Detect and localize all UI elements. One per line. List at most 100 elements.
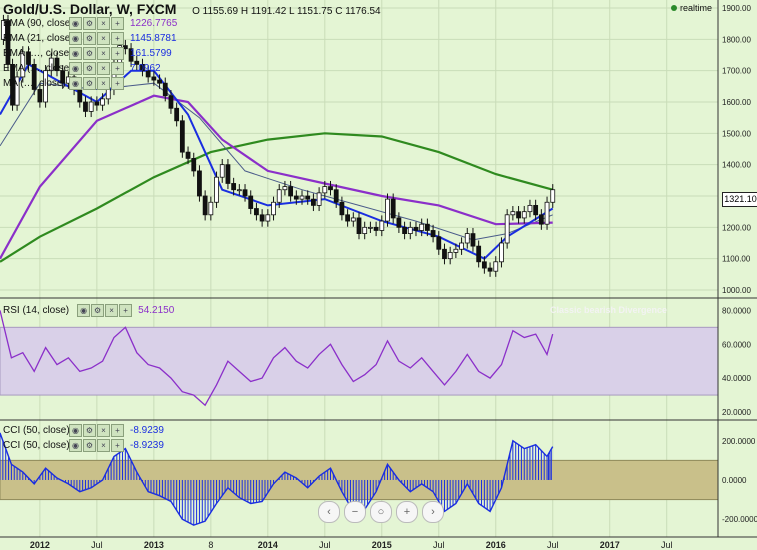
candle-body [510, 211, 516, 216]
symbol-title[interactable]: Gold/U.S. Dollar, W, FXCM [3, 1, 177, 17]
rsi-band [0, 326, 719, 396]
legend-buttons: ◉ ⚙ × + [69, 77, 124, 90]
price-legend-row[interactable]: EMA (…, close) ◉ ⚙ × +7.0962 [3, 62, 161, 75]
gear-icon[interactable]: ⚙ [83, 32, 96, 45]
candle-body [345, 214, 351, 222]
eye-icon[interactable]: ◉ [69, 62, 82, 75]
candle-body [504, 214, 510, 244]
candle-body [350, 217, 356, 222]
scroll-left-button[interactable]: ‹ [318, 501, 340, 523]
gear-icon[interactable]: ⚙ [83, 439, 96, 452]
rsi-value: 54.2150 [138, 305, 175, 316]
candle-body [385, 198, 390, 222]
cci-tick-label: 200.0000 [722, 437, 756, 446]
eye-icon[interactable]: ◉ [69, 77, 82, 90]
candle-body [476, 245, 482, 263]
eye-icon[interactable]: ◉ [77, 304, 91, 317]
gear-icon[interactable]: ⚙ [83, 424, 96, 437]
price-tick-label: 1400.00 [722, 161, 751, 170]
close-icon[interactable]: × [97, 439, 110, 452]
candle-body [88, 101, 94, 112]
rsi-legend[interactable]: RSI (14, close) ◉ ⚙ × + 54.2150 [3, 304, 174, 317]
price-legend-row[interactable]: EMA (21, close) ◉ ⚙ × +1145.8781 [3, 32, 177, 45]
close-icon[interactable]: × [97, 32, 110, 45]
candle-body [430, 230, 436, 238]
close-icon[interactable]: × [97, 77, 110, 90]
candle-body [533, 204, 539, 216]
price-tick-label: 1600.00 [722, 98, 751, 107]
candle-body [390, 198, 396, 219]
candle-body [356, 217, 362, 235]
cci-tick-label: -200.0000 [722, 515, 757, 524]
gear-icon[interactable]: ⚙ [83, 47, 96, 60]
candle-body [311, 198, 316, 206]
eye-icon[interactable]: ◉ [69, 17, 82, 30]
more-icon[interactable]: + [111, 439, 124, 452]
candle-body [322, 186, 328, 194]
price-tick-label: 1500.00 [722, 129, 751, 138]
candle-body [419, 223, 425, 231]
candle-body [14, 76, 20, 106]
legend-label: EMA (…, close) [3, 63, 69, 74]
candle-body [538, 214, 544, 225]
candle-body [1, 20, 6, 40]
candle-body [202, 195, 208, 216]
more-icon[interactable]: + [111, 17, 124, 30]
legend-label: EMA (21, close) [3, 33, 69, 44]
eye-icon[interactable]: ◉ [69, 424, 82, 437]
price-legend-row[interactable]: EMA (…, close) ◉ ⚙ × +161.5799 [3, 47, 172, 60]
close-icon[interactable]: × [97, 17, 110, 30]
x-tick-label: 2015 [372, 540, 392, 550]
close-icon[interactable]: × [97, 47, 110, 60]
price-tick-label: 1200.00 [722, 223, 751, 232]
cci-legend-2[interactable]: CCI (50, close) ◉ ⚙ × + -8.9239 [3, 439, 164, 452]
eye-icon[interactable]: ◉ [69, 47, 82, 60]
legend-value: 1226.7765 [130, 18, 178, 29]
ma-green-line [0, 132, 553, 263]
gear-icon[interactable]: ⚙ [91, 304, 105, 317]
candle-body [259, 214, 265, 222]
close-icon[interactable]: × [97, 424, 110, 437]
candle-body [493, 261, 499, 272]
open-value: O 1155.69 [192, 6, 239, 17]
more-icon[interactable]: + [111, 77, 124, 90]
more-icon[interactable]: + [119, 304, 133, 317]
close-icon[interactable]: × [97, 62, 110, 75]
candle-body [37, 89, 43, 103]
more-icon[interactable]: + [111, 47, 124, 60]
reset-zoom-button[interactable]: ○ [370, 501, 392, 523]
candle-body [5, 20, 11, 65]
legend-buttons: ◉ ⚙ × + [69, 62, 124, 75]
rsi-line [0, 310, 554, 407]
candle-body [151, 76, 157, 81]
more-icon[interactable]: + [111, 424, 124, 437]
eye-icon[interactable]: ◉ [69, 439, 82, 452]
candle-body [288, 186, 294, 197]
ema-90-line [0, 94, 553, 260]
zoom-in-button[interactable]: + [396, 501, 418, 523]
gear-icon[interactable]: ⚙ [83, 17, 96, 30]
more-icon[interactable]: + [111, 32, 124, 45]
candle-body [464, 233, 470, 244]
candle-body [271, 201, 276, 216]
x-tick-label: 2016 [486, 540, 506, 550]
x-tick-label: Jul [319, 540, 331, 550]
candle-body [305, 195, 311, 200]
candle-body [179, 120, 185, 153]
legend-buttons: ◉ ⚙ × + [69, 17, 124, 30]
cci-legend-1[interactable]: CCI (50, close) ◉ ⚙ × + -8.9239 [3, 424, 164, 437]
gear-icon[interactable]: ⚙ [83, 62, 96, 75]
gear-icon[interactable]: ⚙ [83, 77, 96, 90]
price-legend-row[interactable]: EMA (90, close) ◉ ⚙ × +1226.7765 [3, 17, 177, 30]
close-icon[interactable]: × [105, 304, 119, 317]
candle-body [447, 251, 453, 260]
rsi-tick-label: 80.0000 [722, 306, 751, 315]
legend-value: 7.0962 [130, 63, 161, 74]
scroll-right-button[interactable]: › [422, 501, 444, 523]
price-legend-row[interactable]: MA (…, close) ◉ ⚙ × + [3, 77, 130, 90]
zoom-out-button[interactable]: − [344, 501, 366, 523]
high-value: H 1191.42 [240, 6, 287, 17]
candle-body [527, 204, 533, 213]
eye-icon[interactable]: ◉ [69, 32, 82, 45]
more-icon[interactable]: + [111, 62, 124, 75]
